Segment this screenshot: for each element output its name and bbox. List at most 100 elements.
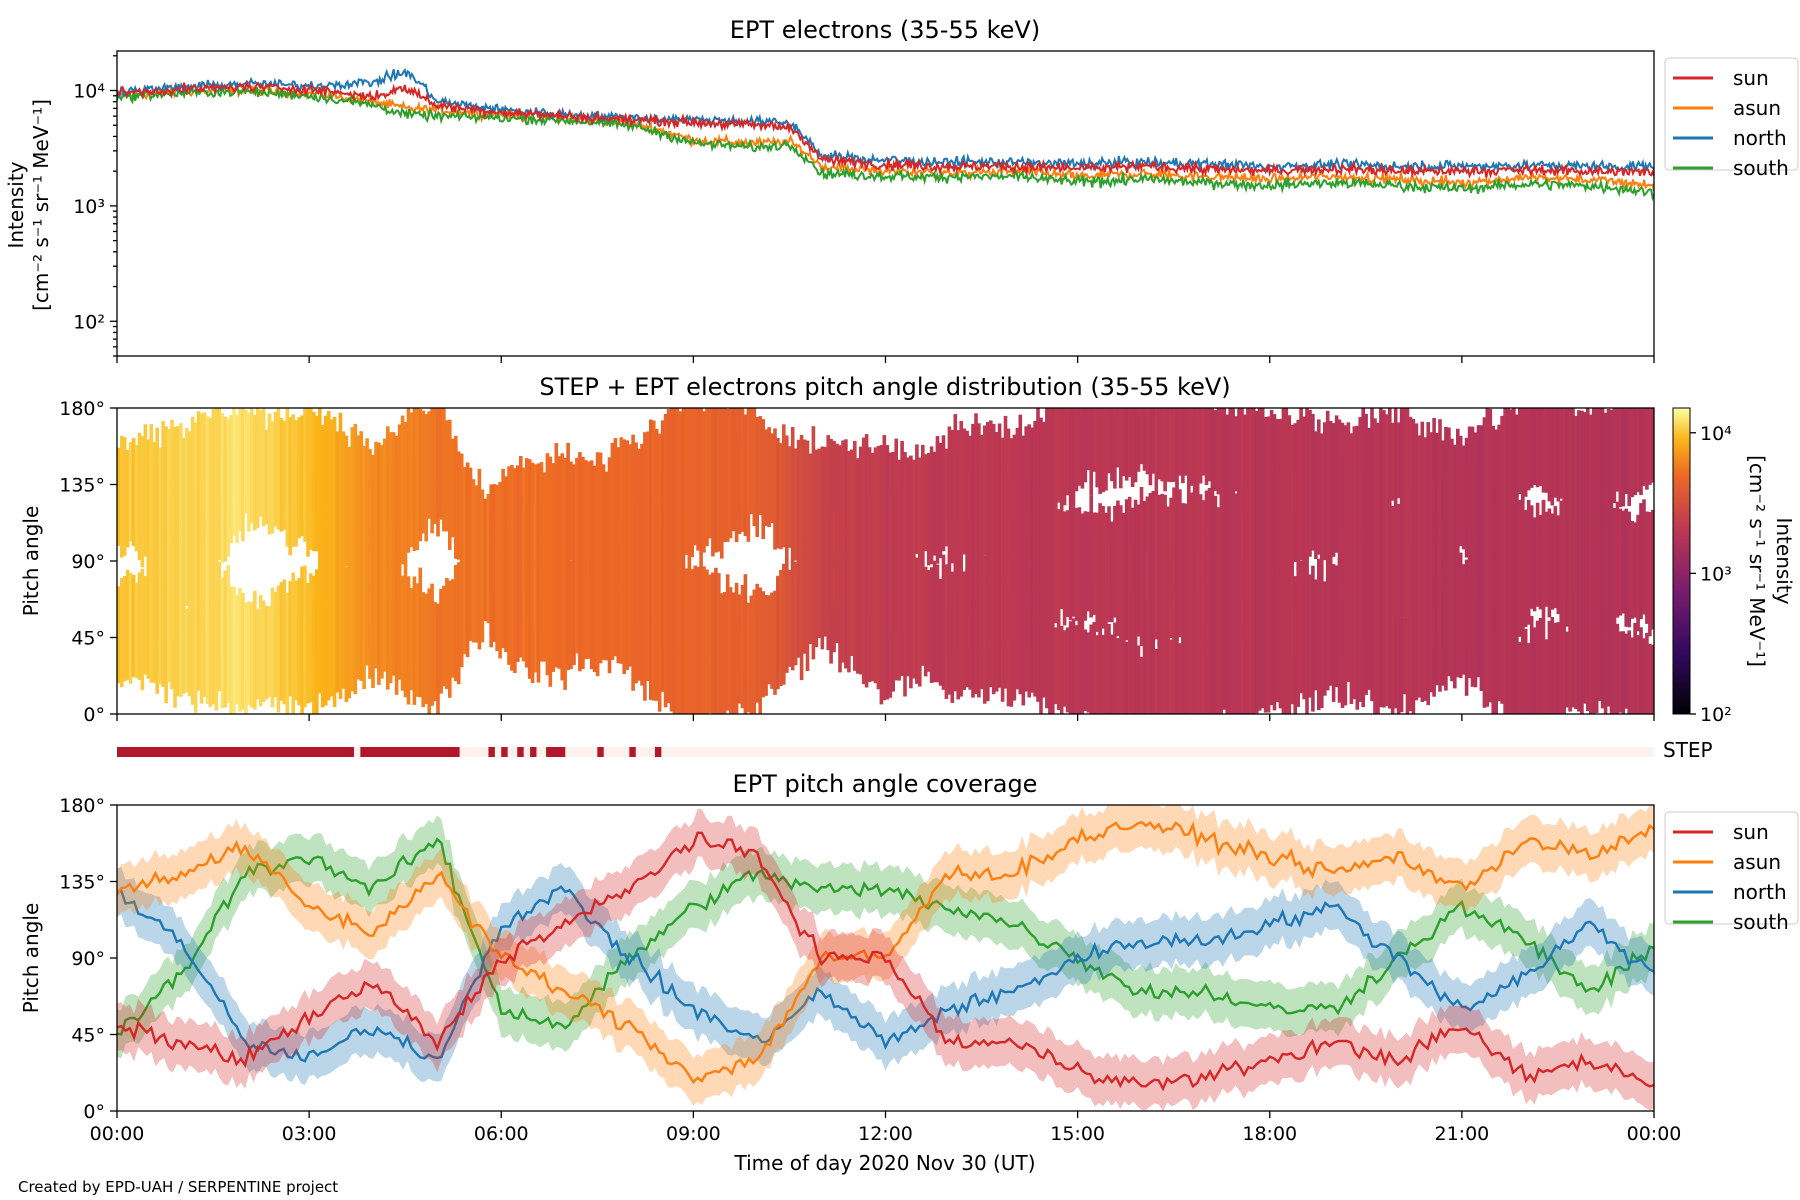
heatmap-cell	[1012, 560, 1017, 641]
heatmap-cell	[1497, 618, 1501, 702]
heatmap-cell	[1559, 626, 1563, 714]
heatmap-cell	[1080, 610, 1085, 714]
heatmap-cell	[696, 566, 700, 669]
heatmap-cell	[897, 494, 901, 589]
heatmap-cell	[211, 476, 216, 567]
heatmap-cell	[811, 426, 816, 540]
heatmap-cell	[986, 551, 990, 656]
heatmap-cell	[1577, 540, 1581, 629]
heatmap-cell	[199, 593, 204, 704]
heatmap-cell	[965, 568, 969, 650]
heatmap-cell	[923, 454, 928, 550]
heatmap-cell	[1139, 408, 1144, 465]
heatmap-cell	[1021, 468, 1026, 591]
heatmap-cell	[1124, 529, 1129, 641]
heatmap-cell	[1382, 528, 1386, 612]
heatmap-cell	[1198, 631, 1203, 714]
heatmap-cell	[1479, 480, 1484, 557]
heatmap-cell	[1456, 563, 1460, 656]
heatmap-cell	[1458, 471, 1463, 547]
heatmap-cell	[1325, 466, 1330, 566]
heatmap-cell	[1151, 633, 1156, 714]
heatmap-cell	[1479, 549, 1484, 651]
step-on-segment	[629, 747, 636, 757]
heatmap-cell	[1222, 408, 1227, 495]
heatmap-cell	[1157, 408, 1161, 480]
heatmap-cell	[1219, 482, 1224, 593]
heatmap-cell	[1192, 549, 1197, 637]
heatmap-cell	[173, 596, 177, 708]
heatmap-cell	[1568, 531, 1572, 630]
heatmap-cell	[1618, 631, 1623, 713]
heatmap-cell	[867, 447, 872, 542]
heatmap-cell	[1438, 419, 1442, 537]
heatmap-cell	[953, 557, 958, 651]
heatmap-cell	[146, 471, 151, 578]
x-tick-label: 18:00	[1242, 1123, 1297, 1145]
heatmap-cell	[675, 610, 680, 714]
heatmap-cell	[717, 573, 721, 681]
heatmap-cell	[646, 431, 650, 528]
heatmap-cell	[1272, 414, 1277, 497]
heatmap-cell	[1494, 547, 1498, 637]
heatmap-cell	[699, 552, 703, 674]
heatmap-cell	[202, 412, 207, 522]
heatmap-cell	[1000, 549, 1005, 647]
heatmap-cell	[128, 572, 133, 684]
heatmap-cell	[365, 438, 369, 547]
heatmap-cell	[258, 595, 263, 707]
heatmap-cell	[1065, 408, 1070, 496]
heatmap-cell	[977, 475, 981, 556]
heatmap-cell	[882, 578, 887, 701]
heatmap-cell	[341, 605, 346, 689]
heatmap-cell	[1249, 546, 1253, 666]
heatmap-cell	[900, 440, 904, 558]
heatmap-cell	[1399, 611, 1404, 713]
heatmap-cell	[1204, 490, 1209, 583]
heatmap-cell	[1645, 632, 1649, 714]
heatmap-cell	[448, 419, 452, 531]
heatmap-cell	[226, 565, 230, 682]
heatmap-cell	[530, 569, 535, 684]
heatmap-cell	[1630, 637, 1634, 714]
heatmap-cell	[1127, 530, 1132, 650]
heatmap-cell	[1024, 487, 1028, 566]
heatmap-cell	[675, 546, 680, 650]
heatmap-cell	[708, 408, 712, 490]
heatmap-cell	[666, 480, 671, 582]
heatmap-cell	[465, 462, 470, 572]
heatmap-cell	[1565, 408, 1569, 501]
heatmap-cell	[935, 441, 940, 564]
heatmap-cell	[1234, 545, 1238, 659]
heatmap-cell	[619, 514, 624, 635]
heatmap-cell	[1355, 425, 1360, 515]
heatmap-cell	[720, 440, 724, 559]
heatmap-cell	[406, 583, 411, 705]
heatmap-cell	[208, 603, 213, 707]
heatmap-cell	[403, 422, 408, 509]
heatmap-cell	[1414, 500, 1419, 579]
heatmap-cell	[267, 414, 272, 518]
heatmap-cell	[1565, 523, 1569, 627]
heatmap-cell	[1095, 408, 1099, 488]
heatmap-cell	[1594, 408, 1599, 503]
step-strip-bars	[117, 747, 662, 757]
heatmap-cell	[1476, 464, 1481, 577]
heatmap-cell	[415, 615, 420, 697]
heatmap-cell	[820, 446, 825, 535]
heatmap-cell	[247, 428, 251, 532]
heatmap-cell	[1130, 626, 1135, 714]
heatmap-cell	[1609, 526, 1614, 627]
heatmap-cell	[1260, 572, 1265, 659]
heatmap-cell	[1547, 408, 1552, 502]
heatmap-cell	[347, 446, 352, 528]
heatmap-cell	[128, 462, 133, 539]
heatmap-cell	[1133, 544, 1138, 654]
heatmap-cell	[170, 526, 174, 640]
heatmap-cell	[501, 570, 505, 649]
heatmap-cell	[220, 608, 225, 708]
heatmap-cell	[1104, 617, 1108, 714]
heatmap-cell	[838, 445, 842, 537]
panel-3-plot-area	[117, 805, 1654, 1111]
heatmap-cell	[1045, 479, 1049, 602]
